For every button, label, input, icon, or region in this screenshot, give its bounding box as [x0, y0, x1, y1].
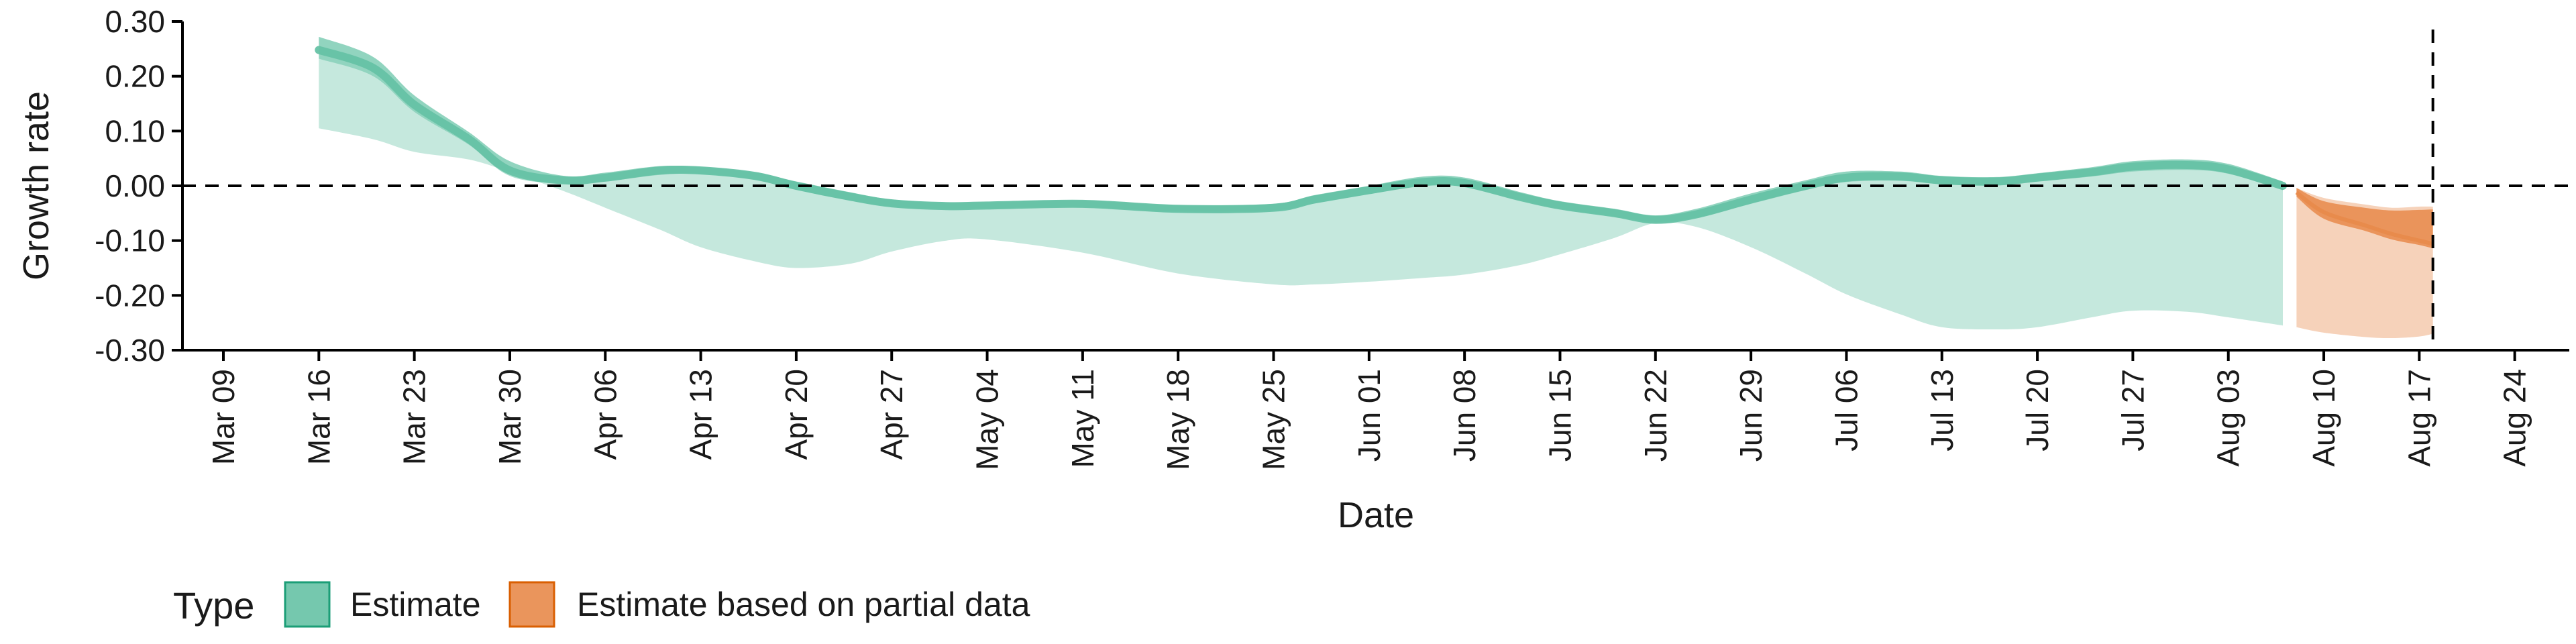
x-tick-label: Aug 03 — [2211, 369, 2246, 467]
x-tick-label: Jul 20 — [2020, 369, 2055, 451]
x-tick-label: Jul 27 — [2115, 369, 2150, 451]
y-tick-label: -0.10 — [95, 223, 165, 258]
x-tick-label: Jun 15 — [1542, 369, 1577, 462]
y-axis-title: Growth rate — [16, 91, 56, 280]
x-tick-label: Aug 10 — [2306, 369, 2341, 467]
y-tick-label: -0.20 — [95, 278, 165, 313]
estimate-outer-ribbon — [319, 36, 2283, 330]
x-tick-label: Apr 13 — [684, 369, 718, 460]
estimate-median-line — [315, 46, 2287, 224]
legend-key-estimate — [284, 581, 331, 628]
x-tick-label: Mar 09 — [206, 369, 241, 465]
x-tick-label: Apr 27 — [874, 369, 909, 460]
x-tick-label: Mar 30 — [492, 369, 527, 465]
y-tick-label: 0.00 — [105, 168, 165, 203]
legend: Type Estimate Estimate based on partial … — [173, 581, 1030, 628]
legend-label-partial-estimate: Estimate based on partial data — [577, 586, 1030, 623]
x-tick-label: May 11 — [1065, 369, 1100, 468]
x-tick-label: Jun 29 — [1733, 369, 1768, 462]
y-tick-label: -0.30 — [95, 333, 165, 368]
x-tick-label: Apr 06 — [588, 369, 623, 460]
y-tick-label: 0.30 — [105, 4, 165, 39]
x-tick-label: May 04 — [970, 369, 1005, 470]
partial-median-line — [2295, 191, 2434, 246]
x-tick-label: Apr 20 — [779, 369, 814, 460]
x-axis-title: Date — [1338, 495, 1414, 535]
x-tick-label: May 18 — [1161, 369, 1195, 470]
legend-key-partial-estimate — [508, 581, 555, 628]
legend-label-estimate: Estimate — [350, 586, 481, 623]
x-tick-label: Mar 16 — [301, 369, 336, 465]
partial-inner-ribbon — [2296, 188, 2433, 249]
x-tick-label: Aug 24 — [2498, 369, 2532, 467]
x-tick-label: Aug 17 — [2402, 369, 2436, 467]
x-tick-label: Mar 23 — [397, 369, 432, 465]
legend-title: Type — [173, 584, 254, 627]
y-axis: 0.30 0.20 0.10 0.00 -0.10 -0.20 -0.30 — [95, 4, 184, 368]
x-tick-label: Jun 22 — [1638, 369, 1673, 462]
x-axis: Mar 09 Mar 16 Mar 23 Mar 30 Apr 06 Apr 13 Apr … — [182, 349, 2569, 470]
y-tick-label: 0.10 — [105, 113, 165, 148]
y-tick-label: 0.20 — [105, 59, 165, 94]
x-tick-label: Jun 01 — [1352, 369, 1387, 462]
x-tick-label: Jul 13 — [1925, 369, 1960, 451]
estimate-series — [315, 36, 2287, 330]
x-tick-label: Jun 08 — [1447, 369, 1482, 462]
x-tick-label: May 25 — [1256, 369, 1291, 470]
partial-estimate-series — [2295, 188, 2434, 339]
x-tick-label: Jul 06 — [1829, 369, 1864, 451]
